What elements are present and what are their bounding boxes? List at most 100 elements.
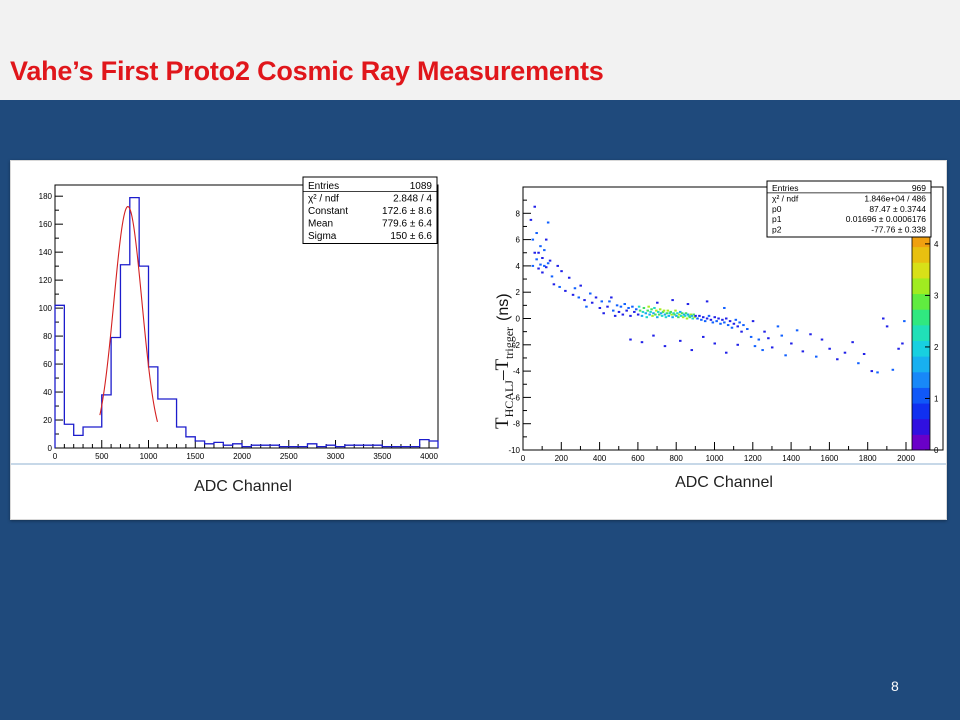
scatter-point: [579, 284, 582, 287]
scatter-point: [671, 316, 674, 319]
scatter-point: [719, 322, 722, 325]
scatter-point: [675, 314, 678, 317]
scatter-point: [638, 309, 642, 312]
scatter-point: [664, 316, 668, 319]
scatter-point: [583, 299, 586, 302]
y-tick-label: 160: [39, 220, 53, 229]
scatter-point: [696, 317, 699, 320]
scatter-point: [790, 342, 793, 345]
scatter-point: [539, 263, 542, 266]
x-tick-label: 500: [95, 452, 109, 461]
y-tick-label: 80: [43, 332, 52, 341]
scatter-point: [541, 271, 544, 274]
stats-label: p0: [772, 204, 782, 214]
scatter-point: [657, 313, 661, 316]
scatter-point: [882, 317, 885, 320]
stats-value: 779.6 ± 6.4: [382, 219, 432, 230]
y-tick-label: -4: [513, 367, 521, 376]
scatter-point: [749, 335, 753, 338]
slide-title: Vahe’s First Proto2 Cosmic Ray Measureme…: [10, 56, 604, 86]
scatter-point: [645, 316, 649, 319]
scatter-point: [646, 309, 649, 312]
scatter-point: [717, 317, 720, 320]
scatter-point: [552, 283, 556, 286]
scatter-point: [625, 309, 628, 312]
stats-label: Entries: [308, 181, 339, 192]
scatter-point: [652, 312, 655, 315]
scatter-point: [828, 347, 831, 350]
scatter-point: [539, 245, 542, 248]
stats-label: χ² / ndf: [308, 194, 339, 205]
scatter-point: [903, 320, 906, 323]
scatter-point: [610, 296, 613, 299]
scatter-point: [590, 301, 594, 304]
scatter-point: [558, 285, 561, 288]
x-tick-label: 1000: [706, 454, 724, 463]
stats-label: p1: [772, 214, 782, 224]
stats-value: 150 ± 6.6: [390, 231, 432, 242]
scatter-point: [652, 334, 655, 337]
x-tick-label: 1000: [140, 452, 158, 461]
scatter-point: [658, 308, 662, 311]
hist-x-axis-title: ADC Channel: [194, 478, 292, 495]
scatter-point: [672, 312, 675, 315]
scatter-point: [613, 314, 617, 317]
scatter-point: [644, 312, 648, 315]
scatter-point: [709, 318, 713, 321]
scatter-point: [876, 371, 879, 374]
scatter-point: [801, 350, 805, 353]
y-tick-label: -2: [513, 341, 521, 350]
scatter-point: [687, 314, 691, 317]
colorbar-tick-label: 0: [934, 446, 939, 455]
scatter-point: [543, 264, 546, 267]
scatter-point: [734, 318, 738, 321]
scatter-point: [730, 326, 734, 329]
x-tick-label: 1200: [744, 454, 762, 463]
scatter-point: [692, 313, 695, 316]
scatter-point: [541, 257, 544, 260]
scatter-point: [544, 266, 548, 269]
stats-value: 87.47 ± 0.3744: [869, 204, 926, 214]
x-tick-label: 800: [670, 454, 684, 463]
scatter-point: [640, 341, 644, 344]
y-tick-label: -8: [513, 420, 521, 429]
scatter-point: [685, 317, 689, 320]
y-tick-label: 180: [39, 192, 53, 201]
scatter-point: [683, 314, 687, 317]
scatter-point: [567, 276, 571, 279]
y-tick-label: 140: [39, 248, 53, 257]
colorbar-segment: [912, 293, 930, 310]
stats-value: 2.848 / 4: [393, 194, 432, 205]
scatter-point: [897, 347, 900, 350]
scatter-point: [681, 316, 685, 319]
stats-label: Sigma: [308, 231, 337, 242]
scatter-point: [556, 264, 559, 267]
scatter-point: [533, 251, 536, 254]
scatter-point: [862, 353, 866, 356]
scatter-point: [702, 316, 705, 319]
scatter-point: [740, 330, 743, 333]
y-tick-label: 120: [39, 276, 53, 285]
scatter-point: [677, 316, 680, 319]
stats-label: Mean: [308, 219, 333, 230]
scatter-point: [673, 313, 676, 316]
scatter-point: [843, 351, 847, 354]
scatter-point: [543, 249, 546, 252]
hist-stats-box: Entries 1089 χ² / ndf 2.848 / 4 Constant 172.…: [302, 176, 438, 244]
scatter-point: [650, 308, 653, 311]
gaussian-fit-line: [99, 206, 159, 423]
adc-histogram: 0 20 40 60 80 100 120 140 160 180 0 500 1000 1500 200…: [39, 176, 439, 461]
y-tick-label: 2: [516, 288, 521, 297]
scatter-point: [670, 313, 673, 316]
x-tick-label: 2000: [897, 454, 915, 463]
scatter-point: [640, 314, 644, 317]
scatter-point: [728, 320, 732, 323]
scatter-point: [732, 322, 736, 325]
color-scale-bar: 0 1 2 3 4: [911, 230, 939, 455]
scatter-point: [585, 305, 588, 308]
scatter-points: [529, 205, 906, 374]
figure-panel: 0 20 40 60 80 100 120 140 160 180 0 500 1000 1500 200…: [10, 160, 947, 520]
colorbar-segment: [912, 418, 930, 435]
scatter-point: [711, 321, 715, 324]
